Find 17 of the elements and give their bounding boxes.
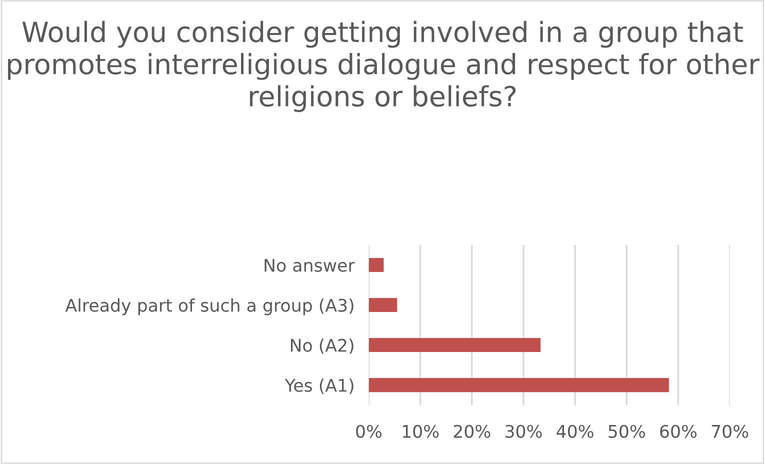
x-tick-label: 20% bbox=[454, 424, 490, 438]
x-tick-label: 30% bbox=[506, 424, 542, 438]
y-tick-label: No (A2) bbox=[290, 338, 354, 354]
x-tick-label: 70% bbox=[712, 424, 748, 438]
chart-title: Would you consider getting involved in a group that promotes interreligious dialogue and respect for other religions or beliefs? bbox=[8, 20, 760, 112]
y-tick-label: Already part of such a group (A3) bbox=[65, 298, 354, 316]
y-tick-label: No answer bbox=[264, 258, 355, 272]
bar bbox=[368, 338, 540, 352]
x-tick-label: 0% bbox=[356, 424, 382, 438]
bar bbox=[368, 378, 669, 392]
x-tick-label: 40% bbox=[556, 424, 594, 438]
bar bbox=[368, 258, 384, 272]
x-tick-label: 50% bbox=[608, 424, 645, 438]
x-tick-label: 10% bbox=[402, 424, 439, 438]
bar bbox=[368, 298, 398, 312]
x-tick-label: 60% bbox=[660, 424, 697, 438]
y-tick-label: Yes (A1) bbox=[284, 378, 354, 394]
